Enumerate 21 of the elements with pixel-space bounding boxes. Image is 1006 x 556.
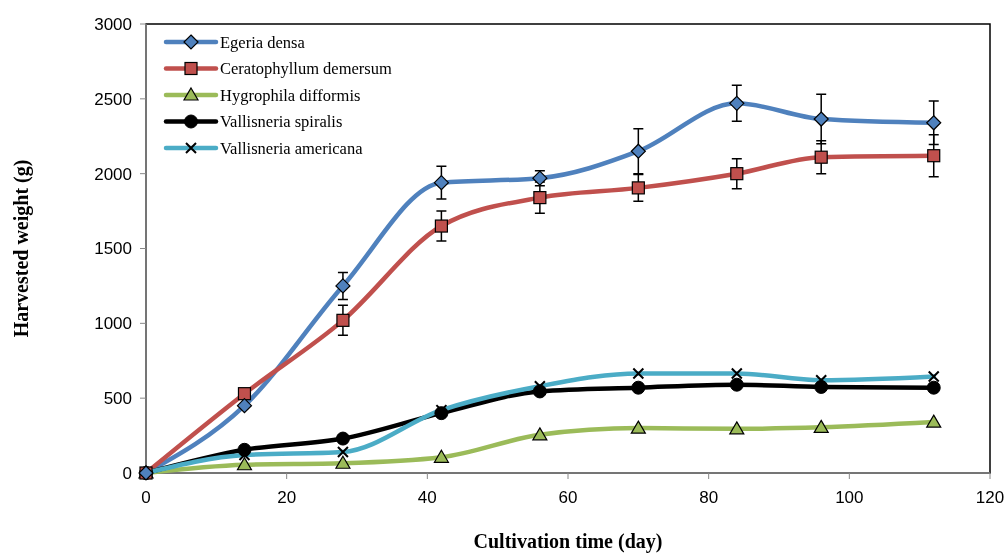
y-tick-label: 2500 [94,89,132,109]
x-axis-title: Cultivation time (day) [473,530,663,553]
x-tick-label: 100 [835,488,864,507]
legend-label: Vallisneria spiralis [220,112,343,132]
y-tick-label: 1000 [94,314,132,334]
y-tick-label: 3000 [94,14,132,34]
legend-label: Egeria densa [220,32,306,52]
x-tick-label: 40 [417,488,437,507]
y-tick-label: 0 [122,463,132,483]
x-tick-label: 20 [277,488,297,507]
y-tick-label: 500 [103,389,132,409]
legend-label: Vallisneria americana [220,138,364,158]
y-tick-label: 2000 [94,164,132,184]
y-tick-label: 1500 [94,239,132,259]
legend-label: Hygrophila difformis [220,85,361,105]
x-tick-label: 120 [975,488,1005,507]
x-tick-label: 60 [558,488,578,507]
legend-label: Ceratophyllum demersum [220,59,393,79]
x-tick-label: 0 [141,488,151,507]
y-axis-title: Harvested weight (g) [10,159,33,338]
x-tick-label: 80 [699,488,719,507]
